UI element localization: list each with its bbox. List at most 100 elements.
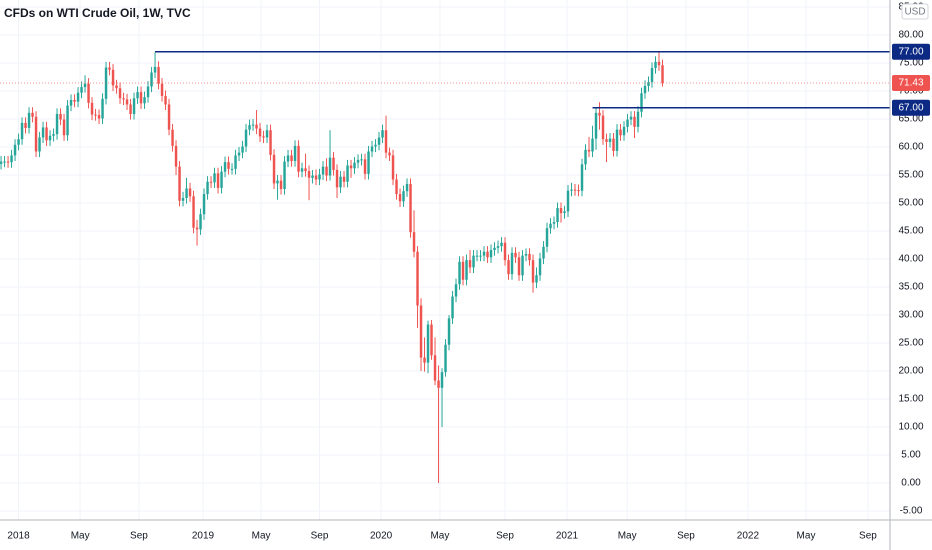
candle-body [594,112,598,139]
candle-body [416,251,419,306]
candle-body [398,194,402,202]
candle-body [360,159,363,161]
candle-body [475,255,479,257]
candle-body [601,115,605,140]
candle-body [633,116,636,127]
grid [0,0,890,520]
candle-body [521,255,524,276]
candle-body [314,175,318,180]
candle-body [342,176,346,182]
candle-body [6,161,10,163]
candle-body [52,134,55,136]
price-axis-bg [890,0,932,550]
x-tick-label: Sep [130,531,148,542]
x-tick-label: 2019 [192,531,215,542]
candle-body [535,275,538,283]
candle-body [178,166,181,201]
candle-body [87,83,90,103]
level-label: 67.00 [898,102,923,113]
candle-body [409,183,412,233]
candle-body [160,83,164,97]
candle-body [276,180,279,184]
y-tick-label: 65.00 [898,114,923,125]
candle-body [237,152,241,156]
y-tick-label: 75.00 [898,58,923,69]
candle-body [213,173,216,183]
candle-body [465,260,468,280]
candle-body [591,138,594,152]
candle-body [24,122,27,128]
candle-body [171,129,174,146]
axes: -5.00 0.00 5.00 10.00 15.00 20.00 25.00 30.00 35… [7,2,930,542]
candle-body [517,257,521,276]
y-tick-label: 35.00 [898,282,923,293]
candle-body [377,137,381,145]
candle-body [41,127,45,138]
candle-body [104,67,108,99]
candle-body [622,126,626,136]
currency-box[interactable] [901,3,929,20]
candle-body [570,189,573,191]
candle-body [489,250,493,258]
y-tick-label: 20.00 [898,366,923,377]
chart-title: CFDs on WTI Crude Oil, 1W, TVC [4,6,191,20]
candle-body [496,246,500,248]
y-tick-label: 10.00 [898,422,923,433]
candle-body [542,246,545,259]
y-tick-label: 55.00 [898,170,923,181]
candle-body [587,149,591,152]
candle-body [615,129,619,151]
candle-body [27,112,31,128]
candle-body [598,112,601,116]
candle-body [129,104,132,114]
candle-body [181,197,185,201]
candle-body [629,116,633,120]
candle-body [125,99,129,105]
candle-body [433,355,437,381]
candle-body [17,139,20,145]
candle-body [426,324,430,363]
candle-body [223,162,227,172]
candle-body [318,174,321,180]
candle-body [636,111,640,127]
candle-body [584,149,587,165]
candle-body [167,104,171,130]
candle-body [405,183,409,192]
y-tick-label: 15.00 [898,394,923,405]
candle-body [311,175,314,178]
candle-body [38,137,41,152]
candle-body [353,162,356,169]
candle-body [479,255,482,257]
candle-body [493,247,496,251]
x-tick-label: Sep [311,531,329,542]
candle-body [300,168,304,172]
candle-body [80,87,83,93]
candle-body [111,69,115,86]
candle-body [279,180,283,190]
candle-body [559,208,563,214]
candle-body [122,98,125,100]
candle-body [13,144,17,156]
candle-body [395,179,398,195]
candle-body [412,232,416,252]
candle-body [510,252,514,275]
candle-body [388,152,391,156]
candle-body [307,171,311,178]
candle-body [115,85,118,89]
candle-body [472,255,475,268]
candle-body [59,113,62,120]
candle-body [3,161,6,163]
candle-body [486,251,489,258]
candle-body [132,98,136,114]
candle-body [62,119,66,136]
y-tick-label: 50.00 [898,198,923,209]
candle-body [384,130,388,153]
candle-body [468,260,472,268]
candle-body [0,161,3,164]
y-tick-label: 0.00 [901,478,921,489]
candle-body [143,97,146,104]
x-tick-label: May [618,531,637,542]
candle-body [255,124,258,129]
last-price-label: 71.43 [898,78,923,89]
